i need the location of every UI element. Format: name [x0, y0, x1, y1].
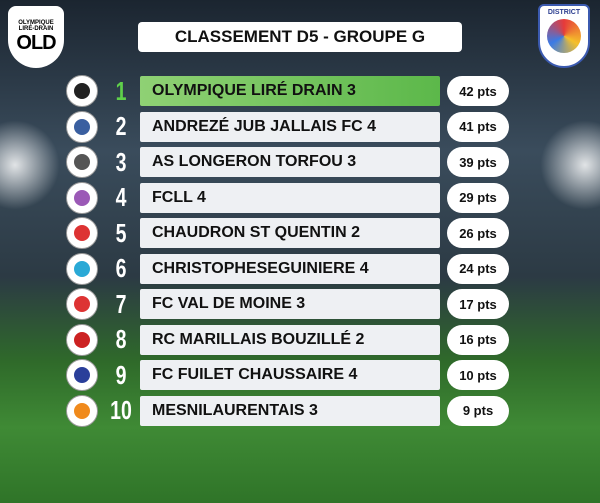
points: 17 pts [447, 289, 509, 319]
team-name: CHRISTOPHESEGUINIERE 4 [140, 253, 440, 284]
standings-row: 7 FC VAL DE MOINE 3 17 pts [64, 288, 510, 320]
team-name: OLYMPIQUE LIRÉ DRAIN 3 [140, 76, 440, 106]
team-badge [66, 181, 98, 214]
rank: 6 [115, 253, 127, 283]
team-badge-emblem [74, 154, 90, 170]
points: 29 pts [447, 182, 509, 213]
team-badge [66, 75, 98, 107]
team-badge-emblem [74, 189, 90, 206]
points: 10 pts [447, 360, 509, 390]
rank: 7 [115, 288, 127, 319]
team-badge-emblem [74, 83, 90, 99]
team-badge-emblem [74, 225, 90, 241]
points: 42 pts [447, 76, 509, 106]
points: 41 pts [447, 111, 509, 142]
title: CLASSEMENT D5 - GROUPE G [138, 22, 462, 52]
team-name: FCLL 4 [140, 182, 440, 213]
points: 16 pts [447, 324, 509, 355]
standings-row: 5 CHAUDRON ST QUENTIN 2 26 pts [64, 217, 510, 249]
team-badge-emblem [74, 296, 90, 312]
team-badge [66, 359, 98, 391]
rank: 2 [115, 111, 127, 141]
team-badge [66, 288, 98, 320]
stadium-light [540, 120, 600, 210]
team-badge [66, 110, 98, 143]
standings-row: 2 ANDREZÉ JUB JALLAIS FC 4 41 pts [64, 110, 510, 143]
standings-row: 6 CHRISTOPHESEGUINIERE 4 24 pts [64, 252, 510, 285]
team-name: CHAUDRON ST QUENTIN 2 [140, 218, 440, 248]
club-logo: OLYMPIQUE LIRÉ-DRAIN OLD [8, 6, 64, 68]
standings-row: 9 FC FUILET CHAUSSAIRE 4 10 pts [64, 359, 510, 391]
rank: 8 [115, 324, 127, 354]
team-badge-emblem [74, 402, 90, 419]
rank: 1 [115, 75, 127, 106]
team-name: MESNILAURENTAIS 3 [140, 395, 440, 426]
standings-row: 8 RC MARILLAIS BOUZILLÉ 2 16 pts [64, 323, 510, 356]
team-name: FC VAL DE MOINE 3 [140, 289, 440, 319]
team-badge [66, 394, 98, 427]
team-badge-emblem [74, 260, 90, 277]
team-name: FC FUILET CHAUSSAIRE 4 [140, 360, 440, 390]
team-name: AS LONGERON TORFOU 3 [140, 147, 440, 177]
rank: 5 [115, 217, 127, 248]
points: 39 pts [447, 147, 509, 177]
rank: 10 [110, 395, 132, 425]
team-badge [66, 146, 98, 178]
standings-row: 3 AS LONGERON TORFOU 3 39 pts [64, 146, 510, 178]
team-name: RC MARILLAIS BOUZILLÉ 2 [140, 324, 440, 355]
team-badge [66, 252, 98, 285]
points: 24 pts [447, 253, 509, 284]
rank: 3 [115, 146, 127, 177]
team-badge-emblem [74, 367, 90, 383]
standings-row: 1 OLYMPIQUE LIRÉ DRAIN 3 42 pts [64, 75, 510, 107]
team-badge-emblem [74, 331, 90, 348]
rank: 9 [115, 359, 127, 390]
rank: 4 [115, 182, 127, 212]
district-logo-emblem [547, 19, 581, 53]
points: 26 pts [447, 218, 509, 248]
club-logo-initials: OLD [16, 31, 56, 54]
team-badge [66, 323, 98, 356]
team-badge [66, 217, 98, 249]
points: 9 pts [447, 395, 509, 426]
club-logo-name: OLYMPIQUE LIRÉ-DRAIN [18, 19, 54, 32]
team-badge-emblem [74, 118, 90, 135]
stadium-light [0, 120, 60, 210]
standings-row: 4 FCLL 4 29 pts [64, 181, 510, 214]
district-logo: DISTRICT [538, 4, 590, 68]
district-logo-label: DISTRICT [547, 9, 581, 16]
team-name: ANDREZÉ JUB JALLAIS FC 4 [140, 111, 440, 142]
